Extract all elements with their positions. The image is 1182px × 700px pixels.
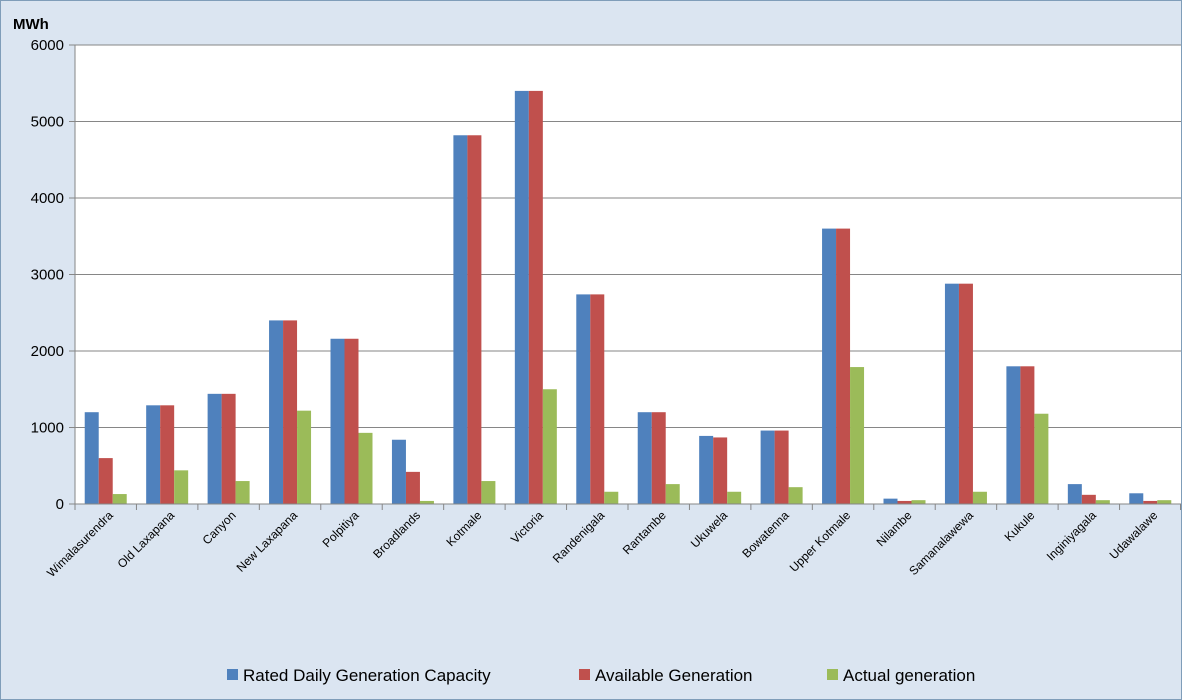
y-tick-label: 1000 [31, 420, 64, 437]
bar [1067, 484, 1082, 504]
x-tick-label: New Laxapana [234, 508, 301, 575]
bar [1034, 413, 1049, 504]
bars [84, 90, 1172, 505]
bar [665, 484, 680, 504]
bar [391, 439, 406, 504]
bar [897, 500, 912, 504]
bar [576, 294, 591, 504]
bar [1129, 493, 1144, 504]
legend-swatch [827, 669, 838, 680]
bar [160, 405, 175, 504]
y-tick-label: 4000 [31, 190, 64, 207]
bar [84, 412, 99, 504]
x-tick-label: Canyon [200, 508, 239, 547]
bar [481, 481, 496, 504]
x-tick-label: Kukule [1002, 508, 1038, 544]
legend-label: Actual generation [843, 666, 975, 685]
gridlines [75, 44, 1181, 428]
bar [1081, 494, 1096, 504]
legend-label: Available Generation [595, 666, 753, 685]
y-tick-label: 0 [56, 496, 64, 513]
bar [542, 389, 557, 504]
x-tick-label: Ukuwela [688, 508, 731, 551]
legend-label: Rated Daily Generation Capacity [243, 666, 491, 685]
bar [174, 470, 189, 504]
bar [297, 410, 312, 504]
bar [358, 432, 373, 504]
bar [883, 498, 898, 504]
bar [788, 487, 803, 504]
bar [713, 437, 728, 504]
bar [850, 367, 865, 504]
bar [1006, 366, 1021, 504]
y-tick-label: 6000 [31, 37, 64, 54]
x-tick-label: Polpitiya [320, 508, 362, 550]
bar [1095, 500, 1110, 504]
x-tick-label: Samanalawewa [906, 508, 976, 578]
legend: Rated Daily Generation Capacity Available… [227, 666, 975, 685]
bar [972, 491, 987, 504]
bar [344, 338, 359, 504]
bar [283, 320, 298, 504]
x-tick-label: Upper Kotmale [787, 508, 854, 575]
bar [112, 494, 127, 504]
legend-swatch [227, 669, 238, 680]
x-tick-label: Kotmale [443, 508, 484, 549]
bar [637, 412, 652, 504]
bar [727, 491, 742, 504]
y-tick-label: 5000 [31, 114, 64, 131]
bar [98, 458, 113, 504]
x-tick-label: Victoria [508, 508, 546, 546]
bar [604, 491, 619, 504]
bar [699, 435, 714, 504]
x-tick-label: Old Laxapana [115, 508, 178, 571]
bar [405, 471, 420, 504]
bar [590, 294, 605, 504]
bar [760, 430, 775, 504]
bar [221, 393, 236, 504]
y-tick-label: 3000 [31, 267, 64, 284]
y-tick-label: 2000 [31, 343, 64, 360]
bar [514, 90, 529, 505]
legend-swatch [579, 669, 590, 680]
x-tick-label: Nilambe [874, 508, 915, 549]
bar [958, 283, 973, 504]
bar [146, 405, 161, 504]
bar [1143, 500, 1158, 504]
bar [207, 393, 222, 504]
bar [269, 320, 284, 504]
bar [651, 412, 666, 504]
bar [1020, 366, 1035, 504]
y-axis-unit-label: MWh [13, 16, 49, 33]
bar [1157, 500, 1172, 504]
x-tick-label: Rantambe [620, 508, 669, 557]
bar [836, 228, 851, 504]
x-tick-label: Bowatenna [739, 508, 792, 561]
bar [453, 135, 468, 504]
bar [235, 481, 250, 504]
bar [911, 500, 926, 504]
x-tick-label: Wimalasurendra [44, 508, 116, 580]
x-tick-label: Randenigala [550, 508, 608, 566]
x-tick-label: Udawalawe [1107, 508, 1161, 562]
x-tick-label: Broadlands [370, 508, 423, 561]
bar [419, 500, 434, 504]
bar [822, 228, 837, 504]
bar [467, 135, 482, 504]
bar [774, 430, 789, 504]
bar [528, 90, 543, 505]
bar [330, 338, 345, 504]
bar [944, 283, 959, 504]
x-tick-label: Inginiyagala [1044, 508, 1099, 563]
